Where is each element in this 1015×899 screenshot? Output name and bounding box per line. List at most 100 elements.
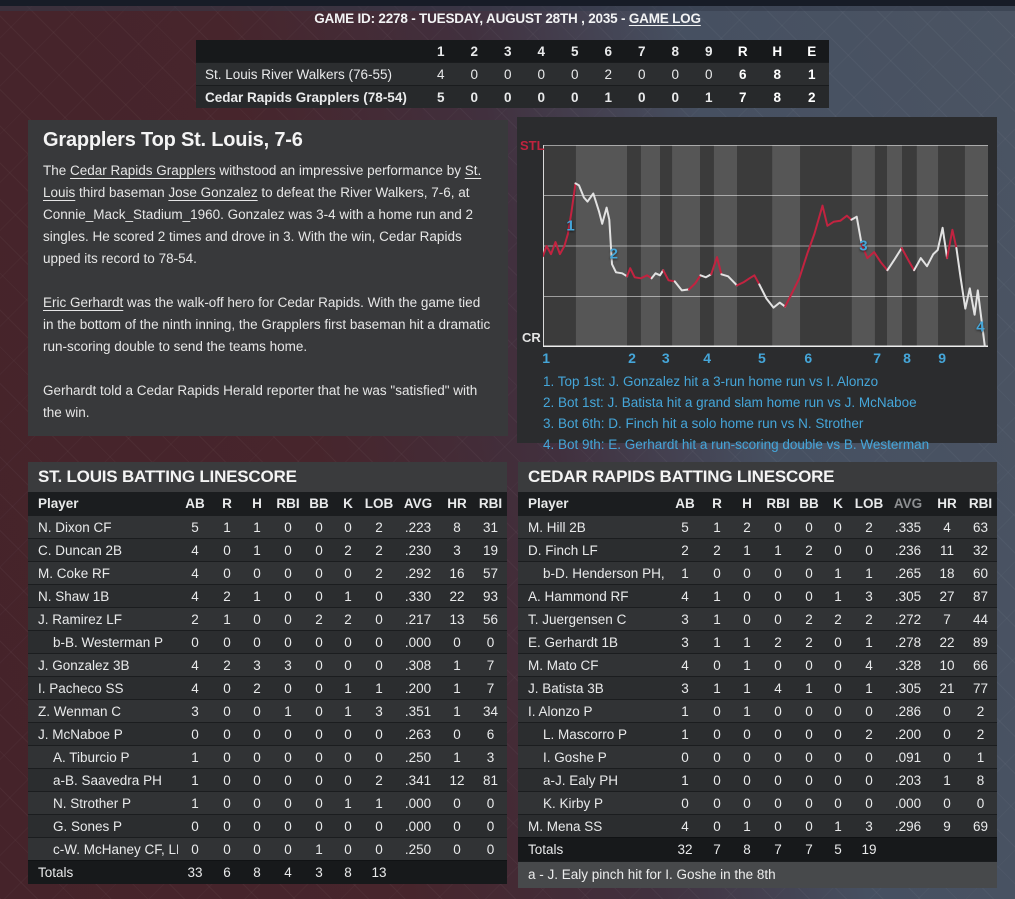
rhe-score: 7 [738, 89, 747, 105]
stat-cell: 2 [191, 611, 199, 627]
player-link[interactable]: St. Louis [43, 163, 482, 200]
player-name-link[interactable]: M. Mato [528, 657, 577, 673]
game-log-link[interactable]: GAME LOG [628, 11, 701, 26]
player-name-link[interactable]: J. Gonzalez [38, 657, 110, 673]
player-name-link[interactable]: Z. Wenman [38, 703, 108, 719]
player-name-link[interactable]: M. Mena [528, 818, 581, 834]
player-name-link[interactable]: N. Shaw [38, 588, 90, 604]
player-name-link[interactable]: M. Coke [38, 565, 89, 581]
player-link[interactable]: Jose Gonzalez [168, 185, 258, 200]
table-row: G. Sones P 0 0 0 0 0 0 0 .000 0 0 [28, 814, 507, 837]
player-position: PH [139, 772, 162, 788]
rhe-score: 1 [807, 66, 816, 82]
stat-cell: 0 [774, 565, 782, 581]
inning-score: 0 [671, 66, 679, 82]
batting-table-stl: ST. LOUIS BATTING LINESCORE Player AB R H RBI… [28, 462, 507, 884]
stat-cell: 89 [972, 634, 989, 650]
player-name-link[interactable]: G. Sones [53, 818, 110, 834]
stat-cell: 66 [972, 657, 989, 673]
stat-cell: 1 [743, 657, 751, 673]
player-name-link[interactable]: I. Alonzo [528, 703, 580, 719]
player-name-link[interactable]: J. Ealy [555, 772, 596, 788]
article-paragraph: Gerhardt told a Cedar Rapids Herald repo… [43, 380, 493, 424]
stat-cell: 0 [315, 726, 323, 742]
stat-cell: 0 [223, 772, 231, 788]
table-row: J. Ramirez LF 2 1 0 0 2 2 0 .217 13 56 [28, 607, 507, 630]
player-name-link[interactable]: J. Ramirez [38, 611, 103, 627]
stat-cell: 60 [972, 565, 989, 581]
stat-cell: 0 [191, 841, 199, 857]
team-name[interactable]: St. Louis River Walkers (76-55) [205, 66, 393, 82]
stat-cell: 0 [805, 772, 813, 788]
player-name-link[interactable]: B. Westerman [65, 634, 151, 650]
player-link[interactable]: Cedar Rapids Grapplers [70, 163, 216, 178]
player-name-link[interactable]: A. Hammond [528, 588, 607, 604]
inning-score: 5 [436, 89, 445, 105]
player-name-link[interactable]: W. McHaney [64, 841, 141, 857]
inning-score: 0 [704, 66, 713, 82]
stat-cell: 1 [453, 657, 461, 673]
player-name-link[interactable]: N. Dixon [38, 519, 90, 535]
player-name-link[interactable]: C. Duncan [38, 542, 102, 558]
stat-cell: .200 [894, 726, 922, 742]
stat-cell: 0 [943, 795, 951, 811]
stat-cell: 0 [743, 772, 751, 788]
player-position: P [110, 726, 123, 742]
stat-cell: 0 [253, 772, 261, 788]
player-name-link[interactable]: D. Henderson [555, 565, 639, 581]
table-header-row: Player AB R H RBI BB K LOB AVG HR RBI [28, 492, 507, 515]
stat-cell: 0 [344, 634, 352, 650]
player-name-link[interactable]: E. Gerhardt [528, 634, 598, 650]
stat-cell: 1 [743, 680, 751, 696]
totals-cell: 7 [774, 842, 782, 857]
player-name-link[interactable]: M. Hill [528, 519, 566, 535]
stat-cell: 4 [191, 588, 199, 604]
table-row: M. Mena SS 4 0 1 0 0 1 3 .296 9 69 [518, 814, 997, 837]
player-name-link[interactable]: B. Saavedra [65, 772, 140, 788]
stat-cell: 0 [774, 588, 782, 604]
stat-cell: 2 [976, 726, 985, 742]
chart-plot: 1 2 3 4 [543, 145, 988, 347]
stat-cell: .000 [404, 818, 432, 834]
stat-cell: 0 [315, 588, 323, 604]
game-id-text: GAME ID: 2278 - TUESDAY, AUGUST 28TH , 2… [314, 11, 629, 26]
team-name[interactable]: Cedar Rapids Grapplers (78-54) [205, 89, 407, 105]
stat-cell: 2 [805, 611, 813, 627]
player-name-link[interactable]: I. Goshe [543, 749, 595, 765]
stat-cell: 81 [482, 772, 499, 788]
stat-cell: 0 [976, 795, 985, 811]
inning-score: 0 [537, 89, 545, 105]
stat-cell: 1 [834, 565, 842, 581]
player-cell: E. Gerhardt 1B [518, 635, 668, 650]
stat-cell: 32 [972, 542, 989, 558]
stat-cell: .330 [404, 588, 432, 604]
stat-cell: 22 [939, 634, 955, 650]
player-name-link[interactable]: I. Pacheco [38, 680, 102, 696]
player-link[interactable]: Eric Gerhardt [43, 295, 124, 310]
stat-cell: 31 [482, 519, 499, 535]
table-row: A. Tiburcio P 1 0 0 0 0 0 0 .250 1 3 [28, 745, 507, 768]
player-name-link[interactable]: N. Strother [53, 795, 119, 811]
player-name-link[interactable]: D. Finch [528, 542, 579, 558]
stat-cell: 1 [713, 588, 721, 604]
player-name-link[interactable]: A. Tiburcio [53, 749, 117, 765]
article-text: was the walk-off hero for Cedar Rapids. … [43, 295, 491, 354]
chart-annotation-number: 1 [566, 217, 575, 235]
stat-cell: 0 [375, 841, 383, 857]
stat-cell: 0 [284, 818, 292, 834]
player-cell: D. Finch LF [518, 543, 668, 558]
player-name-link[interactable]: J. Batista [528, 680, 584, 696]
player-name-link[interactable]: T. Juergensen [528, 611, 613, 627]
stat-cell: .250 [404, 749, 432, 765]
stat-cell: 2 [344, 611, 352, 627]
stat-cell: 0 [315, 772, 323, 788]
player-position: PH [595, 772, 619, 788]
stat-column-header: LOB [854, 496, 884, 511]
player-name-link[interactable]: K. Kirby [543, 795, 591, 811]
stat-cell: 7 [486, 680, 495, 696]
player-name-link[interactable]: J. McNaboe [38, 726, 111, 742]
stat-cell: 0 [284, 519, 292, 535]
stat-cell: 1 [253, 519, 261, 535]
stat-cell: 2 [805, 542, 813, 558]
player-name-link[interactable]: L. Mascorro [543, 726, 615, 742]
